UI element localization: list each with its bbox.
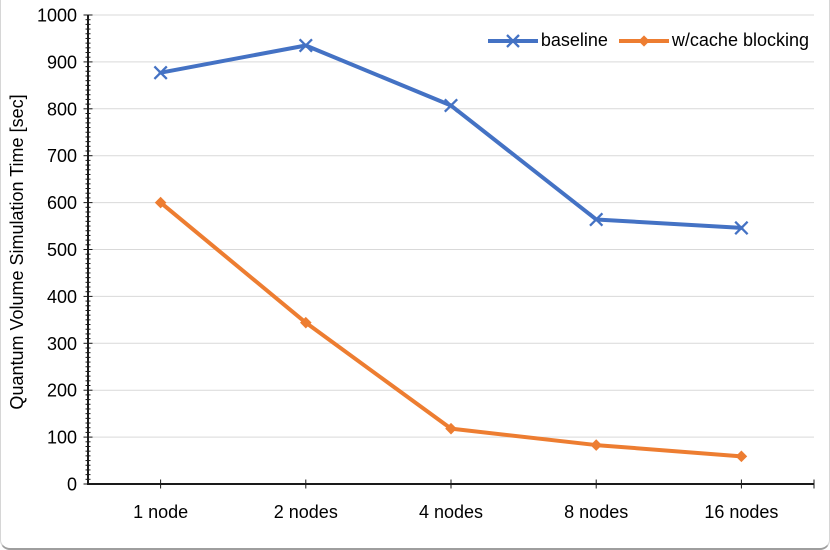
x-category-label: 1 node	[133, 502, 188, 522]
data-point-marker	[590, 439, 602, 451]
data-point-marker	[300, 316, 312, 329]
y-tick-label: 700	[47, 146, 77, 166]
data-point-marker	[734, 220, 749, 235]
legend-label: baseline	[540, 30, 608, 50]
data-point-marker	[154, 196, 167, 209]
y-tick-label: 500	[47, 240, 77, 260]
x-category-label: 16 nodes	[704, 502, 778, 522]
legend-swatch	[487, 33, 538, 48]
y-tick-label: 400	[47, 287, 77, 307]
data-point-marker	[298, 38, 313, 53]
data-point-marker	[443, 98, 459, 113]
legend-item-baseline: baseline	[487, 30, 608, 51]
y-tick-label: 900	[47, 52, 77, 72]
y-tick-label: 600	[47, 193, 77, 213]
series-line-baseline	[158, 43, 744, 230]
y-tick-label: 300	[47, 334, 77, 354]
data-point-marker	[735, 450, 748, 463]
legend: baseline w/cache blocking	[487, 30, 809, 51]
data-point-marker	[445, 422, 457, 435]
y-tick-label: 0	[67, 475, 77, 495]
legend-label: w/cache blocking	[671, 30, 809, 50]
series-line-w-cache-blocking	[158, 200, 744, 459]
legend-swatch	[618, 34, 669, 47]
x-category-label: 8 nodes	[564, 502, 628, 522]
y-tick-label: 800	[47, 99, 77, 119]
y-axis-title: Quantum Volume Simulation Time [sec]	[7, 94, 27, 409]
legend-item-w-cache-blocking: w/cache blocking	[618, 30, 809, 51]
data-point-marker	[153, 65, 168, 80]
y-tick-label: 200	[47, 381, 77, 401]
x-category-label: 2 nodes	[274, 502, 338, 522]
y-tick-label: 100	[47, 428, 77, 448]
x-category-label: 4 nodes	[419, 502, 483, 522]
y-tick-label: 1000	[37, 6, 77, 26]
data-point-marker	[589, 212, 604, 227]
